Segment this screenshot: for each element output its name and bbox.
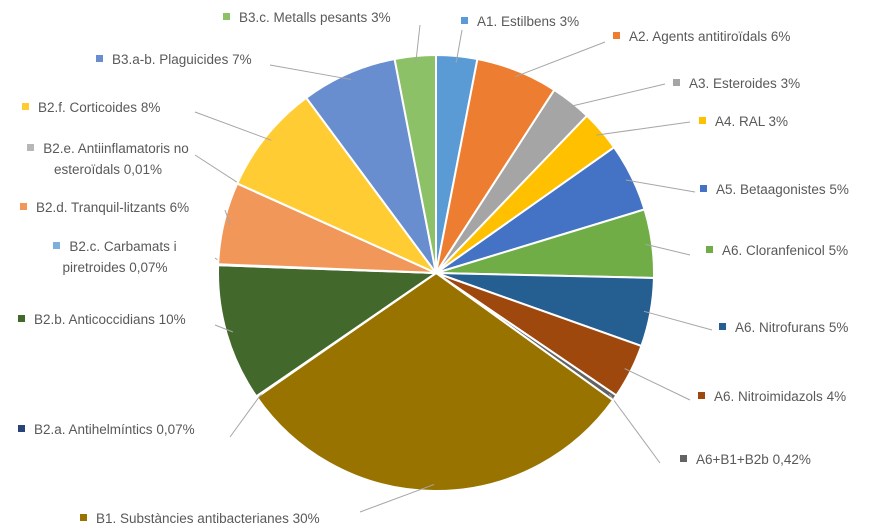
legend-key — [22, 103, 29, 110]
legend-key — [18, 315, 25, 322]
data-label: B3.c. Metalls pesants 3% — [223, 7, 391, 28]
legend-key — [27, 144, 35, 151]
leader-line — [229, 392, 263, 438]
category-label: B2.a. Antihelmíntics — [34, 422, 153, 437]
value-label: 0,07% — [129, 260, 168, 275]
category-label: A6. Cloranfenicol — [722, 243, 825, 258]
category-label: A4. RAL — [715, 114, 765, 129]
data-label: A6. Nitrofurans 5% — [719, 317, 848, 338]
value-label: 0,07% — [156, 422, 195, 437]
value-label: 5% — [828, 320, 849, 335]
value-label: 0,42% — [772, 452, 811, 467]
leader-line — [645, 243, 691, 256]
leader-line — [514, 41, 606, 78]
value-label: 0,01% — [123, 162, 163, 177]
legend-key — [706, 246, 713, 253]
data-label: A6. Cloranfenicol 5% — [706, 240, 848, 261]
legend-key — [53, 242, 61, 249]
value-label: 30% — [292, 511, 320, 526]
category-label: A3. Esteroides — [689, 76, 777, 91]
category-label: A6+B1+B2b — [696, 452, 769, 467]
leader-line — [625, 179, 696, 193]
category-label: A2. Agents antitiroïdals — [629, 29, 768, 44]
category-label: A6. Nitrofurans — [735, 320, 826, 335]
data-label: B2.c. Carbamats i piretroides 0,07% — [30, 236, 200, 278]
legend-key — [673, 79, 680, 86]
pie-slice — [393, 53, 437, 274]
value-label: 4% — [826, 389, 847, 404]
value-label: 5% — [828, 243, 849, 258]
value-label: 7% — [232, 52, 252, 67]
data-label: A5. Betaagonistes 5% — [700, 179, 849, 200]
pie-slice — [217, 264, 440, 398]
category-label: B2.b. Anticoccidians — [34, 312, 155, 327]
legend-key — [680, 455, 687, 462]
leader-line — [269, 64, 351, 80]
legend-key — [96, 55, 103, 62]
category-label: B3.c. Metalls pesants — [239, 10, 368, 25]
leader-line — [194, 154, 244, 187]
data-label: A6. Nitroimidazols 4% — [698, 386, 846, 407]
category-label: B2.f. Corticoides — [38, 100, 138, 115]
value-label: 3% — [559, 14, 580, 29]
legend-key — [699, 117, 706, 124]
data-label: A6+B1+B2b 0,42% — [680, 449, 811, 470]
legend-key — [698, 392, 705, 399]
legend-key — [719, 323, 726, 330]
value-label: 8% — [140, 100, 161, 115]
leader-line — [596, 121, 691, 136]
data-label: A2. Agents antitiroïdals 6% — [613, 26, 790, 47]
category-label: B2.c. Carbamats i piretroides — [62, 239, 177, 275]
legend-key — [613, 32, 620, 39]
legend-key — [461, 17, 468, 24]
data-label: B3.a-b. Plaguicides 7% — [96, 49, 252, 70]
legend-key — [20, 203, 27, 210]
legend-key — [80, 514, 87, 521]
legend-key — [18, 425, 25, 432]
category-label: B3.a-b. Plaguicides — [112, 52, 229, 67]
leader-line — [224, 209, 231, 225]
pie-slice — [255, 271, 615, 492]
data-label: A1. Estilbens 3% — [461, 11, 579, 32]
category-label: B2.e. Antiinflamatoris no esteroïdals — [43, 141, 189, 177]
legend-key — [223, 13, 230, 20]
value-label: 10% — [158, 312, 186, 327]
category-label: B2.d. Tranquil-litzants — [36, 200, 166, 215]
leader-line — [359, 483, 435, 513]
leader-line — [624, 368, 691, 401]
data-label: B2.f. Corticoides 8% — [22, 97, 160, 118]
category-label: B1. Substàncies antibacterianes — [96, 511, 289, 526]
value-label: 6% — [169, 200, 190, 215]
data-label: B2.a. Antihelmíntics 0,07% — [18, 419, 195, 440]
value-label: 3% — [371, 10, 391, 25]
leader-line — [194, 111, 272, 141]
leader-line — [415, 24, 421, 63]
value-label: 3% — [768, 114, 789, 129]
leader-line — [455, 29, 463, 63]
value-label: 3% — [780, 76, 801, 91]
category-label: A5. Betaagonistes — [716, 182, 826, 197]
leader-line — [608, 393, 661, 464]
data-label: A3. Esteroides 3% — [673, 73, 800, 94]
pie-slice — [235, 96, 440, 276]
data-label: B2.e. Antiinflamatoris no esteroïdals 0,… — [8, 138, 208, 180]
data-label: B2.d. Tranquil-litzants 6% — [20, 197, 189, 218]
legend-key — [700, 185, 707, 192]
data-label: B1. Substàncies antibacterianes 30% — [80, 508, 320, 526]
leader-line — [214, 324, 234, 333]
leader-line — [643, 310, 713, 331]
category-label: A1. Estilbens — [477, 14, 556, 29]
leader-line — [567, 83, 666, 108]
data-label: B2.b. Anticoccidians 10% — [18, 309, 186, 330]
value-label: 5% — [829, 182, 849, 197]
value-label: 6% — [770, 29, 791, 44]
category-label: A6. Nitroimidazols — [714, 389, 823, 404]
data-label: A4. RAL 3% — [699, 111, 788, 132]
